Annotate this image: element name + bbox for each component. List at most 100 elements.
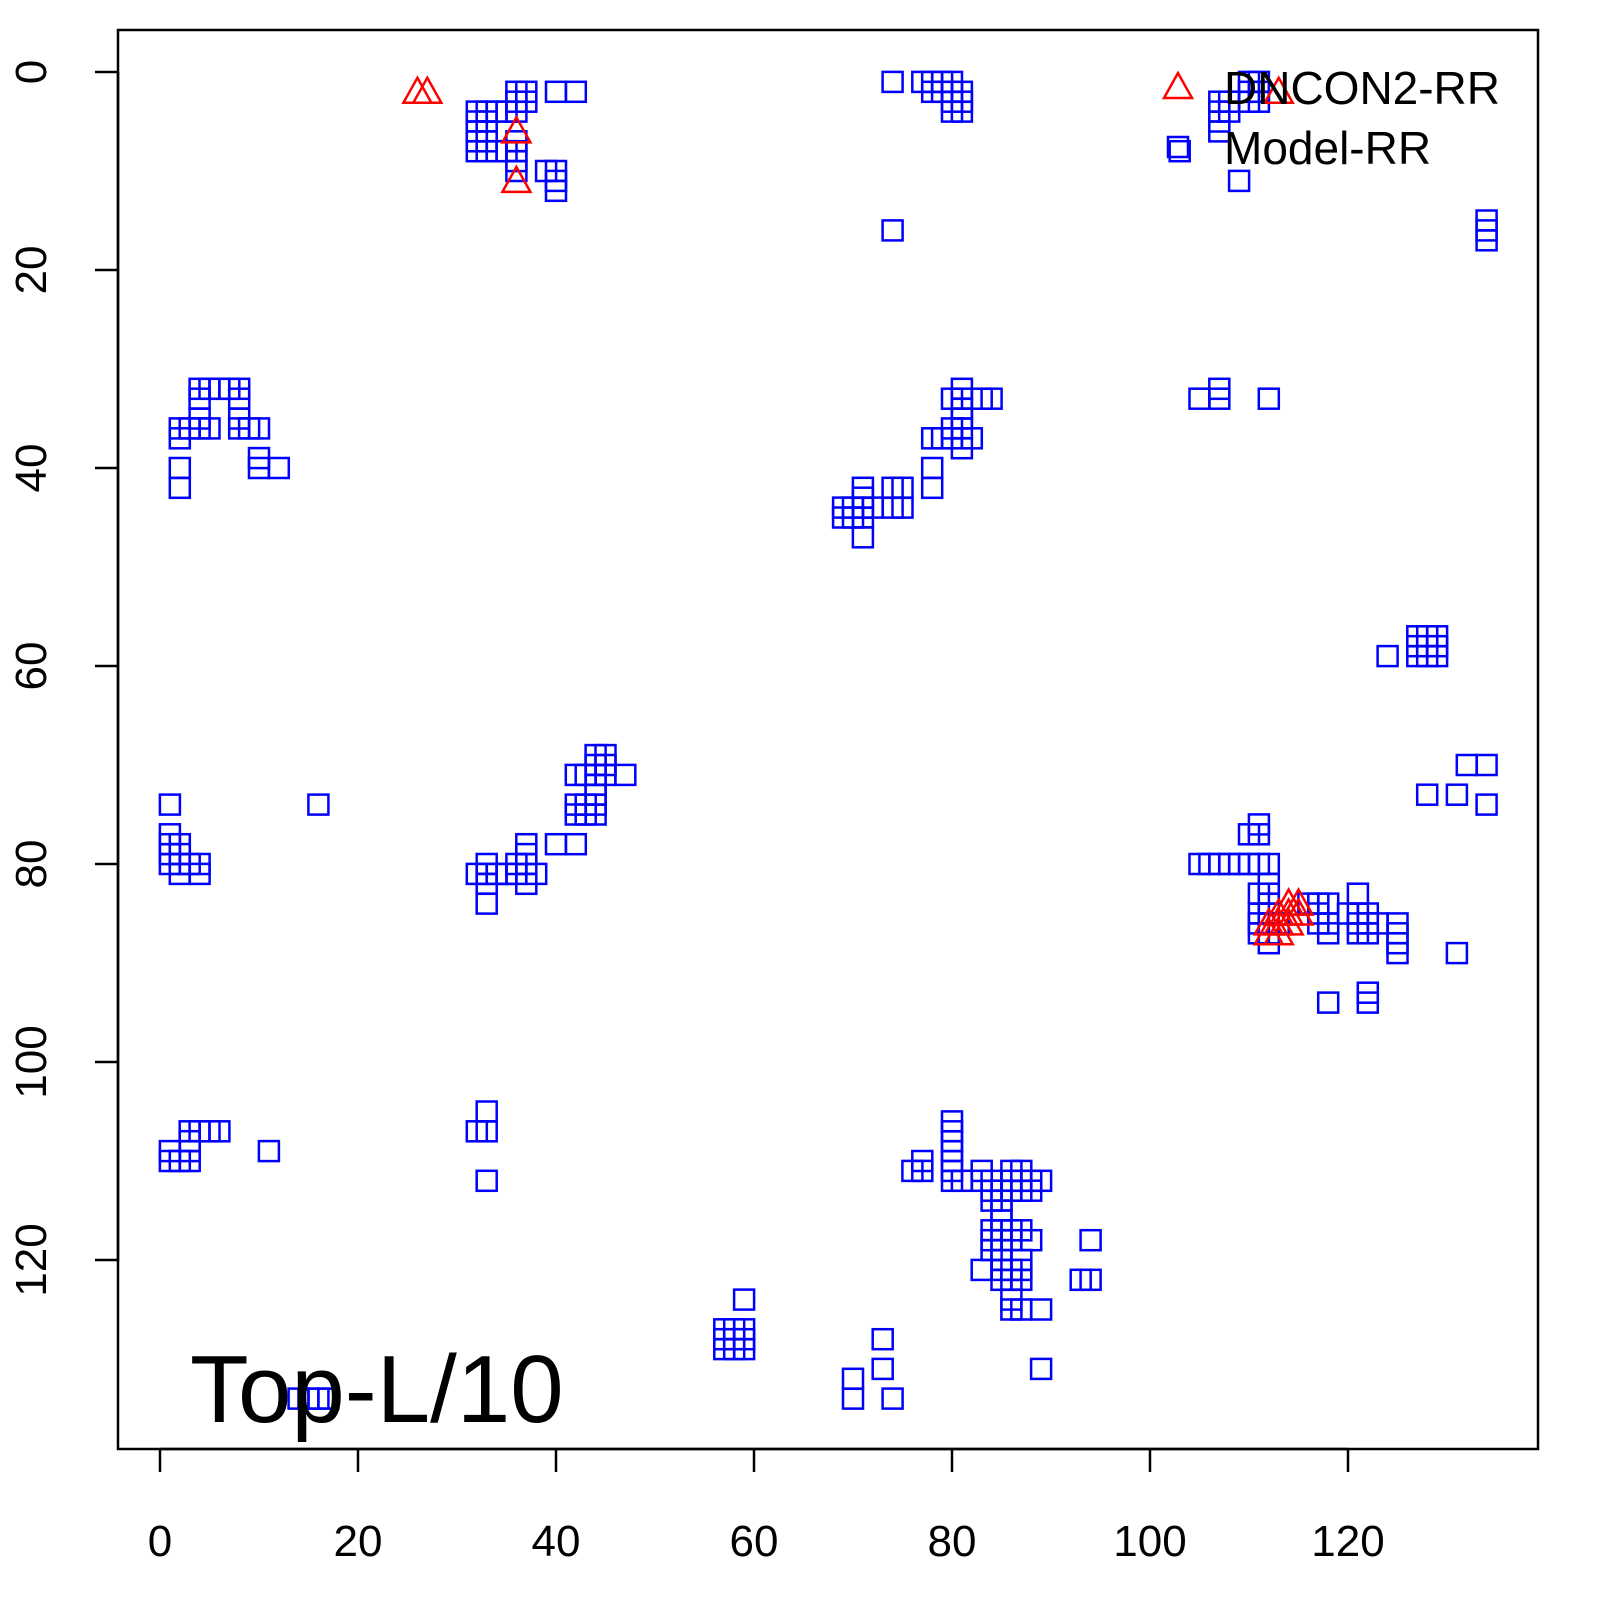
model-rr-point [198, 417, 221, 440]
legend-square-icon [1166, 135, 1190, 159]
model-rr-point [1356, 991, 1380, 1014]
y-tick-label: 100 [7, 1025, 56, 1098]
model-rr-point [1188, 387, 1211, 410]
model-rr-point [267, 456, 291, 480]
model-rr-point [881, 1387, 904, 1410]
model-rr-point [732, 1288, 756, 1311]
model-rr-point [1010, 1268, 1033, 1292]
legend-label: Model-RR [1224, 122, 1431, 174]
dncon2-rr-point [500, 164, 533, 194]
y-tick-label: 20 [7, 246, 56, 295]
x-tick-label: 0 [148, 1517, 172, 1566]
model-rr-point [1445, 941, 1469, 965]
model-rr-point [1079, 1228, 1102, 1252]
x-tick-label: 100 [1113, 1517, 1186, 1566]
dncon2-rr-point [1262, 75, 1295, 105]
model-rr-point [1257, 387, 1281, 410]
model-rr-point [1247, 823, 1271, 846]
model-rr-point [475, 1169, 498, 1193]
model-rr-point [475, 892, 498, 915]
model-rr-point [188, 862, 211, 886]
model-rr-point [524, 862, 548, 886]
model-rr-point [475, 1100, 498, 1123]
model-rr-point [1168, 139, 1191, 163]
model-rr-point [168, 456, 192, 480]
y-tick-label: 120 [7, 1223, 56, 1296]
model-rr-point [1029, 1169, 1053, 1193]
x-tick-label: 40 [532, 1517, 581, 1566]
y-tick-label: 80 [7, 840, 56, 889]
dncon2-rr-point [1282, 887, 1315, 916]
model-rr-point [1208, 387, 1231, 410]
y-tick-label: 40 [7, 444, 56, 493]
model-rr-point [1475, 793, 1498, 816]
dncon2-rr-point [411, 75, 444, 105]
x-tick-label: 60 [730, 1517, 779, 1566]
dncon2-rr-point [401, 75, 434, 105]
model-rr-point [920, 456, 944, 480]
y-tick-label: 0 [7, 60, 56, 84]
legend-label: DNCON2-RR [1224, 62, 1500, 114]
model-rr-point [1029, 1357, 1053, 1381]
model-rr-point [584, 803, 607, 826]
model-rr-point [1316, 922, 1340, 945]
dncon2-rr-point [1272, 906, 1305, 936]
model-rr-point [1475, 753, 1498, 777]
model-rr-point [1346, 882, 1370, 905]
axes: 0 20 40 60 80 100 120 0 20 40 60 80 100 120 [7, 60, 1385, 1566]
dncon2-rr-point [500, 114, 533, 144]
data-points [158, 70, 1498, 1410]
model-rr-point [980, 387, 1003, 410]
model-rr-point [1445, 783, 1469, 806]
model-rr-point [1415, 783, 1439, 806]
model-rr-point [247, 417, 271, 440]
model-rr-point [158, 793, 182, 816]
model-rr-point [168, 476, 192, 500]
dncon2-rr-point [1282, 896, 1315, 926]
model-rr-point [178, 1149, 201, 1173]
y-tick-label: 60 [7, 642, 56, 691]
model-rr-point [544, 179, 568, 203]
model-rr-point [505, 159, 528, 183]
model-rr-point [841, 1387, 865, 1410]
model-rr-point [1455, 753, 1479, 777]
model-rr-point [920, 476, 944, 500]
plot-frame [116, 28, 1540, 1451]
model-rr-point [614, 763, 637, 787]
model-rr-point [1475, 229, 1498, 252]
model-rr-point [851, 526, 875, 549]
model-rr-point [871, 1357, 894, 1381]
model-rr-point [1029, 1298, 1053, 1321]
model-rr-point [891, 496, 914, 519]
model-rr-point [970, 1258, 993, 1282]
model-rr-point [881, 219, 904, 242]
model-rr-point [544, 832, 568, 856]
model-rr-point [515, 90, 538, 113]
model-rr-point [1019, 1228, 1043, 1252]
legend: DNCON2-RR Model-RR [1161, 62, 1500, 174]
model-rr-point [1425, 644, 1449, 668]
model-rr-point [544, 80, 568, 104]
model-rr-point [841, 1367, 865, 1391]
model-rr-point [871, 1327, 894, 1351]
model-rr-point [1079, 1268, 1102, 1292]
model-rr-point [208, 1120, 231, 1143]
x-tick-label: 20 [334, 1517, 383, 1566]
dncon2-rr-point [1262, 916, 1295, 946]
model-rr-point [950, 100, 974, 123]
x-tick-label: 80 [928, 1517, 977, 1566]
model-rr-point [1227, 169, 1251, 193]
x-tick-label: 120 [1311, 1517, 1384, 1566]
model-rr-point [564, 80, 588, 104]
model-rr-point [564, 832, 588, 856]
legend-triangle-icon [1161, 70, 1195, 100]
model-rr-point [475, 1120, 498, 1143]
model-rr-point [307, 793, 330, 816]
model-rr-point [732, 1337, 756, 1361]
model-rr-point [1316, 991, 1340, 1014]
model-rr-point [1376, 644, 1399, 668]
model-rr-point [881, 70, 904, 94]
model-rr-point [257, 1139, 281, 1163]
model-rr-point [1386, 941, 1409, 965]
